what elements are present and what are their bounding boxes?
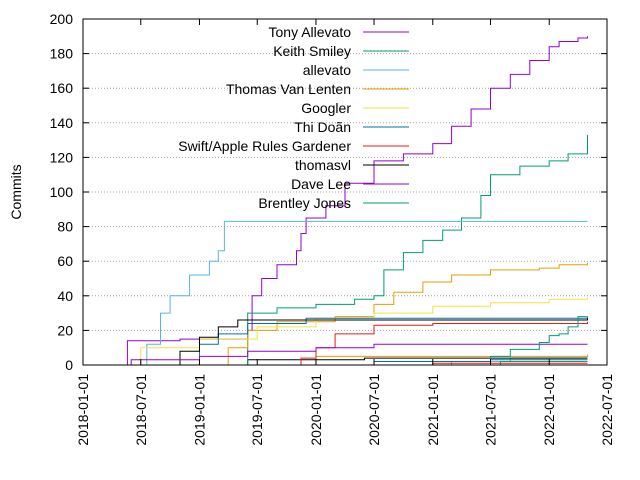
legend-item: Brentley Jones — [258, 195, 409, 211]
series-line-low-3 — [257, 359, 588, 366]
legend-label: Thi Doãn — [294, 119, 351, 135]
x-tick-label: 2022-07-01 — [599, 374, 615, 446]
x-tick-label: 2019-01-01 — [192, 374, 208, 446]
y-tick-label: 180 — [50, 46, 74, 62]
x-tick-label: 2018-01-01 — [75, 374, 91, 446]
y-tick-label: 200 — [50, 11, 74, 27]
legend-item: Thi Doãn — [294, 119, 409, 135]
legend-label: Brentley Jones — [258, 195, 351, 211]
series-line-2 — [140, 220, 588, 366]
legend-item: allevato — [303, 62, 409, 78]
legend-item: Googler — [301, 100, 409, 116]
y-tick-label: 160 — [50, 80, 74, 96]
legend-label: Thomas Van Lenten — [226, 81, 351, 97]
legend-item: Swift/Apple Rules Gardener — [178, 138, 409, 154]
y-tick-label: 20 — [57, 322, 73, 338]
legend-layer: Tony Allevato Keith Smiley allevato Thomas … — [178, 24, 409, 211]
y-tick-label: 100 — [50, 184, 74, 200]
x-tick-label: 2020-01-01 — [308, 374, 324, 446]
series-line-9 — [480, 316, 588, 366]
y-tick-label: 40 — [57, 288, 73, 304]
series-line-6 — [296, 321, 588, 366]
y-tick-label: 80 — [57, 219, 73, 235]
x-tick-label: 2022-01-01 — [541, 374, 557, 446]
y-tick-label: 140 — [50, 115, 74, 131]
legend-item: Keith Smiley — [273, 43, 409, 59]
x-tick-label: 2020-07-01 — [366, 374, 382, 446]
series-line-1 — [237, 134, 588, 366]
series-layer — [121, 36, 588, 366]
x-tick-label: 2018-07-01 — [133, 374, 149, 446]
legend-item: thomasvl — [295, 157, 409, 173]
series-line-7 — [170, 318, 588, 366]
series-line-0 — [125, 36, 588, 366]
x-tick-label: 2019-07-01 — [249, 374, 265, 446]
legend-label: Swift/Apple Rules Gardener — [178, 138, 351, 154]
legend-label: allevato — [303, 62, 351, 78]
legend-label: Keith Smiley — [273, 43, 351, 59]
y-tick-label: 0 — [65, 357, 73, 373]
legend-label: Tony Allevato — [269, 24, 352, 40]
legend-item: Thomas Van Lenten — [226, 81, 409, 97]
x-tick-label: 2021-01-01 — [425, 374, 441, 446]
axes-layer: 0 20 40 60 80 100 120 140 160 180 200 2018-01-01 201… — [50, 11, 615, 446]
y-tick-label: 60 — [57, 253, 73, 269]
legend-item: Dave Lee — [291, 176, 409, 192]
legend-label: thomasvl — [295, 157, 351, 173]
legend-label: Dave Lee — [291, 176, 351, 192]
legend-label: Googler — [301, 100, 351, 116]
y-axis-title: Commits — [8, 164, 24, 219]
series-line-8 — [121, 343, 588, 366]
legend-item: Tony Allevato — [269, 24, 409, 40]
x-tick-label: 2021-07-01 — [483, 374, 499, 446]
y-tick-label: 120 — [50, 149, 74, 165]
